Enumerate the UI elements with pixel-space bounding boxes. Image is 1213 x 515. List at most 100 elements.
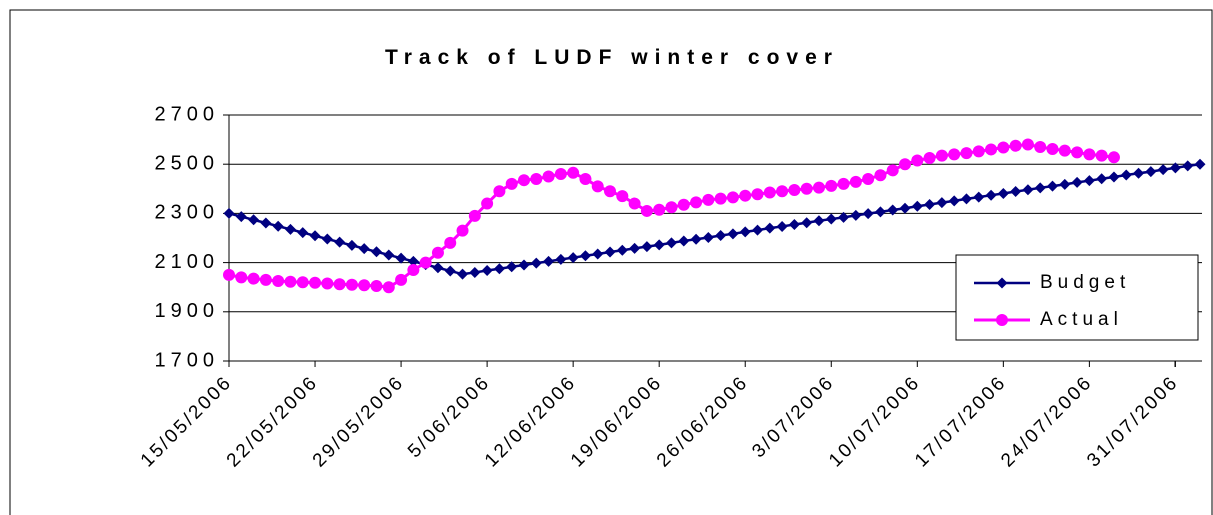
- data-point: [517, 174, 530, 187]
- data-point: [1145, 166, 1157, 178]
- data-point: [1071, 176, 1083, 188]
- data-point: [763, 186, 776, 199]
- data-point: [985, 189, 997, 201]
- data-point: [1095, 149, 1108, 162]
- data-point: [825, 213, 837, 225]
- data-point: [370, 279, 383, 292]
- data-point: [419, 256, 432, 269]
- data-point: [838, 211, 850, 223]
- data-point: [985, 143, 998, 156]
- data-point: [395, 273, 408, 286]
- data-point: [776, 220, 788, 232]
- data-point: [567, 252, 579, 264]
- data-point: [481, 264, 493, 276]
- data-point: [272, 220, 284, 232]
- legend-label: Budget: [1040, 272, 1130, 293]
- data-point: [715, 230, 727, 242]
- data-point: [690, 233, 702, 245]
- data-point: [653, 203, 666, 216]
- data-point: [579, 250, 591, 262]
- data-point: [248, 214, 260, 226]
- data-point: [345, 278, 358, 291]
- data-point: [997, 187, 1009, 199]
- data-point: [223, 268, 235, 281]
- data-point: [960, 147, 973, 160]
- data-point: [1107, 151, 1120, 164]
- data-point: [235, 211, 247, 223]
- data-point: [592, 248, 604, 260]
- data-point: [260, 217, 272, 229]
- data-point: [1083, 175, 1095, 187]
- data-point: [948, 148, 961, 161]
- data-point: [604, 246, 616, 258]
- data-point: [1133, 167, 1145, 179]
- data-point: [321, 277, 334, 290]
- data-point: [1108, 171, 1120, 183]
- data-point: [874, 206, 886, 218]
- data-point: [899, 202, 911, 214]
- data-point: [726, 191, 739, 204]
- data-point: [874, 169, 887, 182]
- data-point: [284, 275, 297, 288]
- y-tick-label: 2100: [155, 251, 220, 273]
- data-point: [997, 141, 1010, 154]
- data-point: [825, 179, 838, 192]
- data-point: [752, 224, 764, 236]
- data-point: [358, 243, 370, 255]
- data-point: [493, 263, 505, 275]
- data-point: [542, 170, 555, 183]
- data-point: [739, 189, 752, 202]
- data-point: [604, 185, 617, 198]
- data-point: [948, 195, 960, 207]
- data-point: [653, 239, 665, 251]
- data-point: [776, 185, 789, 198]
- data-point: [284, 223, 296, 235]
- data-point: [801, 217, 813, 229]
- data-point: [407, 263, 420, 276]
- data-point: [223, 207, 235, 219]
- data-point: [850, 209, 862, 221]
- data-point: [505, 177, 518, 190]
- data-point: [530, 172, 543, 185]
- data-point: [382, 281, 395, 294]
- data-point: [358, 279, 371, 292]
- data-point: [444, 236, 457, 249]
- data-point: [936, 197, 948, 209]
- data-point: [309, 230, 321, 242]
- data-point: [1022, 184, 1034, 196]
- data-point: [309, 276, 322, 289]
- data-point: [628, 197, 641, 210]
- data-point: [677, 198, 690, 211]
- data-point: [973, 191, 985, 203]
- data-point: [579, 172, 592, 185]
- data-point: [813, 215, 825, 227]
- data-point: [1071, 146, 1084, 159]
- data-point: [1194, 158, 1206, 170]
- data-point: [690, 196, 703, 209]
- data-point: [800, 182, 813, 195]
- data-point: [1046, 142, 1059, 155]
- data-point: [506, 261, 518, 273]
- data-point: [1009, 139, 1022, 152]
- data-point: [972, 145, 985, 158]
- data-point: [296, 276, 309, 289]
- data-point: [456, 224, 469, 237]
- data-point: [432, 262, 444, 274]
- data-point: [346, 239, 358, 251]
- data-point: [812, 181, 825, 194]
- data-point: [996, 314, 1008, 326]
- data-point: [543, 255, 555, 267]
- data-point: [911, 200, 923, 212]
- data-point: [567, 166, 580, 179]
- legend-box: [955, 254, 1199, 341]
- data-point: [591, 180, 604, 193]
- data-point: [837, 177, 850, 190]
- data-point: [996, 277, 1008, 289]
- data-point: [1096, 173, 1108, 185]
- data-point: [1182, 160, 1194, 172]
- data-point: [1034, 140, 1047, 153]
- data-point: [518, 259, 530, 271]
- data-point: [334, 236, 346, 248]
- data-point: [911, 154, 924, 167]
